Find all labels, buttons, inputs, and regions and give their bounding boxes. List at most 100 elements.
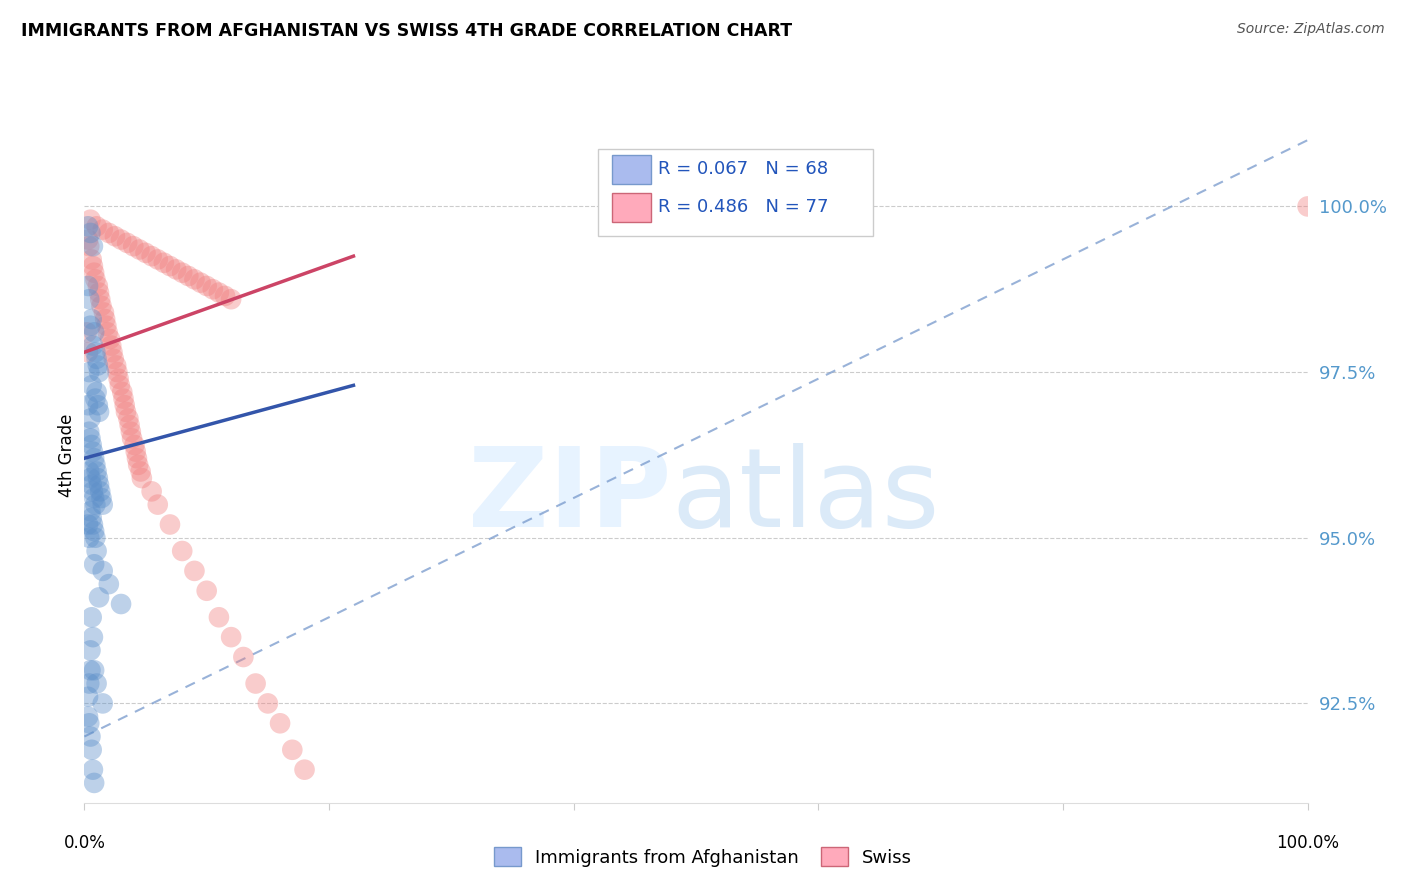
- Point: [195, 583, 218, 598]
- Point: [86, 465, 108, 479]
- Point: [80, 252, 103, 267]
- Point: [141, 249, 163, 263]
- Point: [105, 359, 128, 373]
- Point: [86, 351, 108, 366]
- Point: [97, 226, 120, 240]
- Point: [190, 276, 212, 290]
- Point: [110, 597, 132, 611]
- Point: [129, 465, 152, 479]
- Text: Source: ZipAtlas.com: Source: ZipAtlas.com: [1237, 22, 1385, 37]
- Point: [208, 285, 231, 300]
- Point: [82, 484, 104, 499]
- Point: [79, 730, 101, 744]
- Point: [80, 438, 103, 452]
- Point: [87, 405, 110, 419]
- Point: [77, 709, 100, 723]
- Point: [127, 458, 149, 472]
- Point: [83, 558, 105, 572]
- Point: [146, 498, 169, 512]
- Point: [90, 491, 112, 505]
- Point: [79, 504, 101, 518]
- Point: [120, 425, 142, 439]
- Point: [87, 279, 110, 293]
- Point: [118, 418, 141, 433]
- Point: [245, 676, 267, 690]
- Point: [86, 384, 108, 399]
- Text: atlas: atlas: [672, 443, 941, 550]
- Point: [294, 763, 316, 777]
- Point: [114, 398, 136, 412]
- Point: [172, 544, 194, 558]
- Point: [84, 498, 107, 512]
- Point: [80, 477, 103, 491]
- Point: [84, 531, 107, 545]
- Point: [77, 425, 100, 439]
- Point: [219, 630, 242, 644]
- Point: [141, 484, 163, 499]
- Point: [135, 245, 157, 260]
- Point: [159, 517, 181, 532]
- Text: IMMIGRANTS FROM AFGHANISTAN VS SWISS 4TH GRADE CORRELATION CHART: IMMIGRANTS FROM AFGHANISTAN VS SWISS 4TH…: [21, 22, 792, 40]
- Point: [201, 282, 224, 296]
- Point: [77, 398, 100, 412]
- Point: [79, 471, 101, 485]
- Point: [153, 256, 176, 270]
- Point: [87, 471, 110, 485]
- Point: [183, 564, 205, 578]
- Y-axis label: 4th Grade: 4th Grade: [58, 413, 76, 497]
- Point: [91, 222, 114, 236]
- Point: [79, 212, 101, 227]
- Text: 0.0%: 0.0%: [63, 834, 105, 852]
- Point: [77, 279, 100, 293]
- Point: [83, 326, 105, 340]
- Point: [86, 219, 108, 234]
- Point: [76, 326, 98, 340]
- Point: [77, 239, 100, 253]
- Point: [269, 716, 291, 731]
- Point: [82, 517, 104, 532]
- Point: [77, 465, 100, 479]
- Point: [121, 431, 143, 445]
- Point: [84, 345, 107, 359]
- Point: [80, 610, 103, 624]
- Point: [122, 239, 145, 253]
- Point: [82, 763, 104, 777]
- Point: [97, 326, 120, 340]
- Legend: Immigrants from Afghanistan, Swiss: Immigrants from Afghanistan, Swiss: [486, 840, 920, 874]
- Point: [86, 544, 108, 558]
- Point: [107, 372, 129, 386]
- Point: [172, 266, 194, 280]
- Text: 100.0%: 100.0%: [1277, 834, 1339, 852]
- Point: [82, 338, 104, 352]
- Point: [77, 690, 100, 704]
- Point: [86, 676, 108, 690]
- Point: [82, 444, 104, 458]
- Point: [128, 243, 150, 257]
- Point: [87, 365, 110, 379]
- Point: [125, 444, 148, 458]
- Point: [115, 235, 138, 250]
- Point: [159, 259, 181, 273]
- Point: [103, 351, 125, 366]
- Point: [83, 663, 105, 677]
- Point: [232, 650, 254, 665]
- Point: [104, 229, 127, 244]
- Point: [77, 676, 100, 690]
- Point: [87, 591, 110, 605]
- Point: [91, 697, 114, 711]
- Point: [83, 776, 105, 790]
- Point: [79, 411, 101, 425]
- Point: [87, 359, 110, 373]
- Point: [82, 239, 104, 253]
- Point: [80, 511, 103, 525]
- Point: [80, 743, 103, 757]
- Point: [87, 285, 110, 300]
- FancyBboxPatch shape: [612, 155, 651, 185]
- Point: [77, 716, 100, 731]
- Point: [83, 266, 105, 280]
- FancyBboxPatch shape: [598, 149, 873, 235]
- Point: [89, 292, 111, 306]
- Point: [83, 491, 105, 505]
- Point: [79, 318, 101, 333]
- Text: ZIP: ZIP: [468, 443, 672, 550]
